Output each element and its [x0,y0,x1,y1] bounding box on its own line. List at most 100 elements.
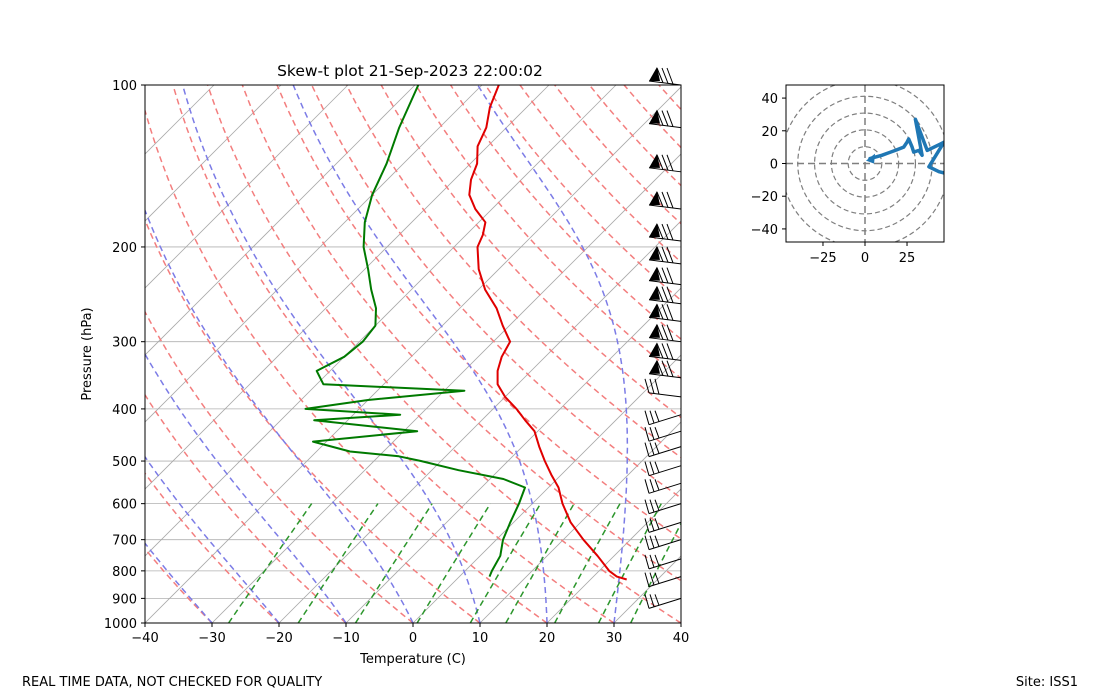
wind-barb [648,303,682,322]
dry-adiabat-line [145,547,213,623]
isotherm-line [145,85,416,356]
wind-barb [644,479,682,494]
x-tick-label: 30 [606,631,623,646]
moist-adiabat-line [145,542,213,623]
dry-adiabat-line [694,85,1100,623]
isotherm-line [546,488,681,623]
hodograph-ring [813,112,917,215]
moist-adiabat-line [477,85,629,623]
isotherm-line [345,287,681,623]
x-axis-ticks: −40 −30 −20 −10 0 10 20 30 40 [131,623,689,646]
isotherm-line [145,86,681,623]
wind-barb [644,410,682,426]
moist-adiabat-line [181,85,481,623]
x-tick-label: 0 [409,631,417,646]
dry-adiabat-line [145,471,280,623]
skewt-background-lines [145,85,1100,623]
isotherm-line [145,85,550,490]
hodograph-chart: −25 0 25 40 20 0 −20 −40 [751,84,945,266]
mixing-ratio-line [597,503,662,623]
isotherm-line [211,153,681,623]
dry-adiabat-line [172,85,615,623]
wind-barb [644,554,682,570]
wind-barb [648,190,682,210]
y-tick-label: 700 [112,534,137,549]
skewt-series [304,85,627,581]
hodograph-rings [786,85,944,242]
y-tick-label: 200 [112,241,137,256]
wind-barb [648,153,682,173]
dry-adiabat-line [449,85,681,341]
hodograph-x-tick-label: −25 [809,251,836,266]
moist-adiabat-line [145,208,414,623]
x-tick-label: 20 [539,631,556,646]
mixing-ratio-line [416,503,492,623]
wind-barb [648,67,682,86]
wind-barb [648,266,682,286]
wind-barb [644,499,682,515]
dry-adiabat-line [241,85,681,582]
x-tick-label: −40 [131,631,158,646]
y-tick-label: 600 [112,498,137,513]
dry-adiabat-line [623,85,681,149]
isotherm-line [680,622,681,623]
dry-adiabat-line [276,85,681,540]
wind-barb [644,461,682,477]
isotherm-line [145,85,282,222]
dry-adiabat-line [145,108,548,623]
dry-adiabat-line [554,85,681,225]
moist-adiabat-line [145,455,280,623]
chart-title: Skew-t plot 21-Sep-2023 22:00:02 [277,62,543,80]
x-axis-label: Temperature (C) [359,652,466,667]
hodograph-x-tick-label: 25 [899,251,916,266]
wind-barb [644,518,682,533]
dry-adiabat-line [145,218,481,623]
hodograph-y-tick-label: 40 [761,92,778,107]
y-tick-label: 800 [112,565,137,580]
wind-barb [644,594,682,609]
wind-barb [644,378,682,398]
wind-barb [644,535,682,551]
x-tick-label: −10 [332,631,359,646]
y-tick-label: 900 [112,592,137,607]
x-tick-label: −30 [198,631,225,646]
dewpoint-profile-line [304,85,526,577]
mixing-ratio-line [227,503,313,623]
skewt-chart: Skew-t plot 21-Sep-2023 22:00:02 −40 −30−… [80,62,1100,667]
wind-barb [644,572,682,588]
site-label: Site: ISS1 [1015,675,1078,690]
isotherm-line [145,85,215,155]
dry-adiabat-line [728,85,1100,623]
dry-adiabat-line [206,85,681,623]
dry-adiabat-line [519,85,681,263]
isotherm-line [479,421,681,623]
dry-adiabat-line [484,85,681,302]
moist-adiabat-line [292,85,548,623]
mixing-ratio-line [297,503,379,623]
hodograph-x-ticks: −25 0 25 [809,242,915,266]
x-tick-label: −20 [265,631,292,646]
wind-barb [648,342,682,361]
dry-adiabat-line [345,85,681,459]
temperature-profile-line [468,85,627,581]
hodograph-ring [847,146,883,181]
isotherm-line [145,85,483,423]
dry-adiabat-line [415,85,681,380]
wind-barb [644,442,682,458]
mixing-ratio-line [354,503,433,623]
y-axis-ticks: 1000 900 800 700 600 500 400 300 200 100 [104,79,145,632]
y-tick-label: 1000 [104,617,137,632]
wind-barb [648,223,682,242]
x-tick-label: 10 [472,631,489,646]
dry-adiabat-line [658,85,681,111]
wind-barb [648,359,682,379]
mixing-ratio-line [469,503,542,623]
isotherm-line [145,85,349,289]
hodograph-y-tick-label: 0 [770,158,778,173]
hodograph-y-tick-label: 20 [761,125,778,140]
wind-barbs [644,67,682,609]
y-tick-label: 400 [112,403,137,418]
isotherm-line [278,220,681,623]
x-tick-label: 40 [673,631,690,646]
